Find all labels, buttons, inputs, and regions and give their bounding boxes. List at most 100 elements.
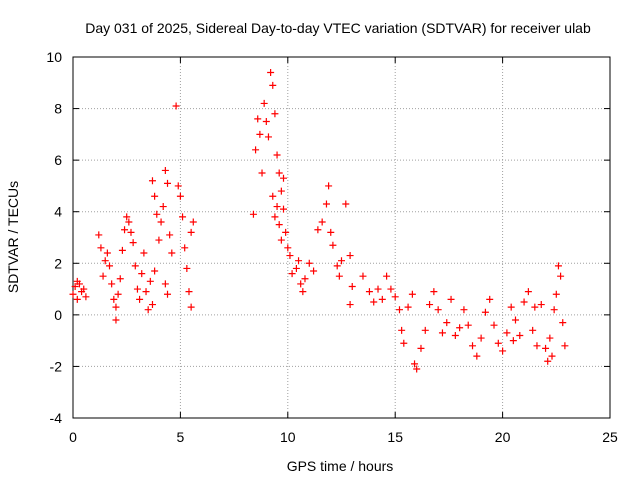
data-point-0-104 <box>365 288 373 296</box>
data-point-0-130 <box>469 342 477 350</box>
data-point-0-110 <box>391 293 399 301</box>
data-point-0-112 <box>398 326 406 334</box>
data-point-0-76 <box>273 203 281 211</box>
data-point-0-56 <box>187 228 195 236</box>
data-point-0-77 <box>275 221 283 229</box>
data-point-0-91 <box>318 218 326 226</box>
data-point-0-127 <box>456 324 464 332</box>
data-point-0-66 <box>267 68 275 76</box>
data-point-0-89 <box>310 267 318 275</box>
data-point-0-58 <box>249 210 257 218</box>
data-point-0-132 <box>477 334 485 342</box>
data-point-0-145 <box>533 342 541 350</box>
y-tick-label-2: 0 <box>54 307 62 323</box>
data-point-0-122 <box>434 306 442 314</box>
data-point-0-79 <box>269 192 277 200</box>
data-point-0-35 <box>151 192 159 200</box>
data-point-0-136 <box>494 339 502 347</box>
data-point-0-60 <box>254 115 262 123</box>
data-point-0-99 <box>342 200 350 208</box>
data-point-0-140 <box>511 316 519 324</box>
data-point-0-101 <box>348 282 356 290</box>
data-point-0-123 <box>438 329 446 337</box>
x-tick-label-1: 5 <box>177 429 185 445</box>
data-point-0-5 <box>80 285 88 293</box>
data-point-0-55 <box>187 303 195 311</box>
data-point-0-86 <box>299 288 307 296</box>
data-point-0-1 <box>71 282 79 290</box>
data-point-0-27 <box>133 285 141 293</box>
data-point-0-109 <box>387 285 395 293</box>
data-point-0-47 <box>164 290 172 298</box>
grid-layer <box>73 57 610 418</box>
data-point-0-6 <box>82 293 90 301</box>
data-point-0-65 <box>264 133 272 141</box>
data-point-0-50 <box>176 192 184 200</box>
data-point-0-75 <box>286 252 294 260</box>
data-point-0-34 <box>148 177 156 185</box>
data-point-0-57 <box>189 218 197 226</box>
data-point-0-98 <box>338 257 345 265</box>
axes-layer <box>72 56 611 419</box>
data-point-0-36 <box>153 210 161 218</box>
data-point-0-144 <box>529 326 537 334</box>
x-tick-label-4: 20 <box>495 429 511 445</box>
data-point-0-24 <box>127 228 135 236</box>
data-point-0-40 <box>157 218 165 226</box>
data-point-0-147 <box>542 344 550 352</box>
data-point-0-92 <box>322 200 330 208</box>
data-point-0-67 <box>269 81 277 89</box>
data-point-0-0 <box>69 290 77 298</box>
data-point-0-32 <box>144 306 152 314</box>
data-point-0-38 <box>151 267 159 275</box>
data-point-0-78 <box>277 236 285 244</box>
x-axis-title: GPS time / hours <box>287 458 394 474</box>
data-point-0-95 <box>329 241 337 249</box>
data-point-0-143 <box>524 288 532 296</box>
data-point-0-21 <box>121 226 129 234</box>
data-point-0-87 <box>301 275 309 283</box>
data-point-0-102 <box>346 301 354 309</box>
data-point-0-25 <box>129 239 137 247</box>
data-point-0-117 <box>413 365 421 373</box>
y-tick-label-0: -4 <box>50 410 63 426</box>
data-point-0-42 <box>161 166 169 174</box>
data-point-0-88 <box>305 259 313 267</box>
x-tick-label-0: 0 <box>69 429 77 445</box>
data-point-0-14 <box>108 280 116 288</box>
data-point-0-20 <box>118 246 126 254</box>
data-point-0-139 <box>507 303 515 311</box>
data-point-0-129 <box>464 321 472 329</box>
y-tick-label-6: 8 <box>54 101 62 117</box>
data-point-0-156 <box>548 352 556 360</box>
data-point-0-106 <box>374 285 382 293</box>
data-point-0-131 <box>473 352 481 360</box>
data-point-0-69 <box>273 151 281 159</box>
data-point-0-15 <box>110 295 118 303</box>
data-point-0-125 <box>447 295 455 303</box>
data-point-0-90 <box>314 226 322 234</box>
data-point-0-151 <box>554 262 562 270</box>
data-point-0-17 <box>112 316 120 324</box>
y-tick-label-4: 4 <box>54 204 62 220</box>
data-point-0-49 <box>174 182 182 190</box>
data-point-0-133 <box>481 308 489 316</box>
data-point-0-113 <box>400 339 408 347</box>
data-point-0-46 <box>161 280 169 288</box>
data-point-0-70 <box>275 169 283 177</box>
data-point-0-118 <box>417 344 425 352</box>
data-point-0-134 <box>486 295 494 303</box>
data-point-0-59 <box>252 146 260 154</box>
data-point-0-71 <box>277 187 285 195</box>
data-point-0-72 <box>280 205 288 213</box>
data-point-0-154 <box>561 342 569 350</box>
data-point-0-111 <box>395 306 403 314</box>
data-point-0-141 <box>516 331 524 339</box>
data-point-0-85 <box>297 280 305 288</box>
data-point-0-53 <box>183 264 191 272</box>
data-point-0-23 <box>125 218 133 226</box>
data-point-0-51 <box>179 213 187 221</box>
data-point-0-39 <box>155 236 163 244</box>
data-point-0-52 <box>181 244 189 252</box>
y-tick-label-5: 6 <box>54 152 62 168</box>
